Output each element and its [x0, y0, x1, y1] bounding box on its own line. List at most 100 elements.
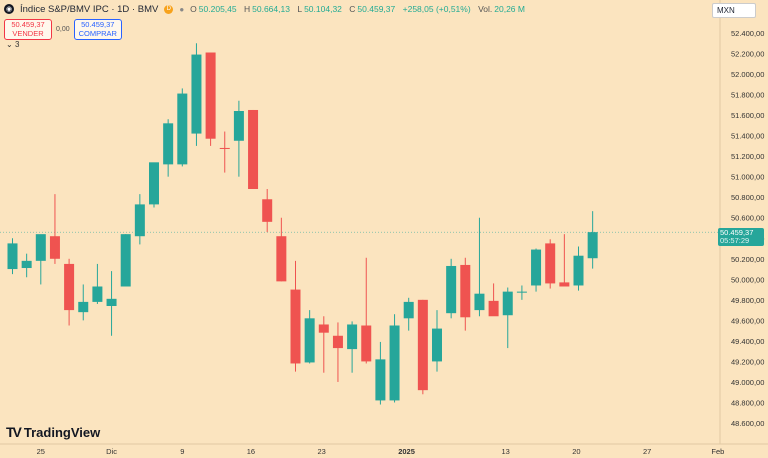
candle-body	[163, 123, 174, 165]
candle-body	[21, 260, 32, 269]
candle[interactable]	[233, 100, 244, 177]
candle-body	[262, 199, 273, 222]
candle-body	[149, 162, 159, 205]
y-tick-label: 52.200,00	[731, 50, 764, 59]
ohlc-readout: O 50.205,45 H 50.664,13 L 50.104,32 C 50.459…	[190, 4, 530, 14]
x-tick-label: 13	[501, 447, 509, 456]
candle[interactable]	[78, 284, 89, 321]
candle-body	[318, 324, 329, 333]
candle[interactable]	[92, 263, 103, 304]
candle[interactable]	[106, 271, 117, 336]
sell-button[interactable]: 50.459,37 VENDER	[4, 19, 52, 40]
last-price-tag: 50.459,37 05:57:29	[718, 228, 764, 246]
change-value: +258,05 (+0,51%)	[402, 4, 471, 14]
candle[interactable]	[347, 321, 358, 373]
delay-badge: D	[164, 4, 174, 14]
candle[interactable]	[474, 217, 485, 317]
x-tick-label: 23	[318, 447, 326, 456]
candle-body	[573, 255, 584, 286]
candle[interactable]	[403, 297, 414, 331]
candle-body	[559, 282, 570, 287]
spread-value: 0,00	[56, 26, 70, 33]
chevron-down-icon: ⌄	[6, 40, 13, 49]
brand-name: TradingView	[23, 424, 101, 440]
buy-button[interactable]: 50.459,37 COMPRAR	[73, 19, 122, 40]
tradingview-logo[interactable]: TV TradingView	[6, 424, 100, 440]
candle-body	[304, 318, 315, 363]
candle[interactable]	[177, 88, 188, 167]
candle-body	[35, 234, 46, 261]
candle[interactable]	[332, 322, 343, 382]
candle[interactable]	[318, 316, 329, 373]
candle[interactable]	[304, 310, 315, 364]
y-tick-label: 51.400,00	[731, 132, 764, 141]
candle[interactable]	[531, 248, 542, 292]
candle-body	[531, 249, 542, 286]
candle[interactable]	[587, 211, 598, 269]
candles-layer	[7, 43, 598, 405]
candle-body	[177, 93, 188, 165]
candle[interactable]	[559, 234, 570, 287]
candle-body	[347, 324, 358, 350]
candle[interactable]	[460, 257, 471, 331]
symbol-title[interactable]: Índice S&P/BMV IPC · 1D · BMV	[20, 3, 159, 15]
y-tick-label: 50.000,00	[731, 275, 764, 284]
candle[interactable]	[446, 258, 457, 319]
candle-body	[233, 111, 244, 141]
x-tick-label: 20	[572, 447, 580, 456]
y-tick-label: 48.800,00	[731, 398, 764, 407]
y-tick-label: 51.000,00	[731, 173, 764, 182]
y-tick-label: 52.400,00	[731, 29, 764, 38]
candle[interactable]	[248, 109, 259, 189]
candle-body	[92, 286, 103, 302]
candle[interactable]	[375, 341, 386, 405]
candle-body	[332, 335, 343, 349]
candle[interactable]	[573, 246, 584, 291]
candle[interactable]	[502, 287, 513, 349]
candle[interactable]	[7, 238, 18, 275]
candle-body	[375, 359, 386, 401]
candle[interactable]	[290, 260, 301, 372]
candle-body	[460, 264, 471, 318]
candle[interactable]	[262, 189, 273, 233]
candle[interactable]	[49, 194, 60, 264]
currency-select[interactable]: MXN	[712, 3, 756, 18]
candle[interactable]	[120, 234, 131, 287]
candle[interactable]	[516, 285, 527, 300]
candle[interactable]	[545, 239, 556, 289]
candle[interactable]	[389, 314, 400, 403]
candle[interactable]	[205, 52, 216, 146]
indicators-toggle[interactable]: ⌄ 3	[6, 40, 19, 49]
vol-value: 20,26 M	[494, 4, 525, 14]
candle-body	[49, 236, 60, 259]
candle[interactable]	[64, 258, 75, 326]
x-tick-label: 9	[180, 447, 184, 456]
candle[interactable]	[276, 217, 287, 282]
candle-body	[7, 243, 18, 270]
sell-price: 50.459,37	[11, 20, 45, 29]
candle[interactable]	[432, 310, 442, 372]
visibility-icon[interactable]: ●	[179, 4, 185, 14]
candle-body	[432, 328, 442, 362]
candle-body	[276, 236, 287, 282]
tradingview-mark-icon: TV	[6, 424, 22, 440]
candle[interactable]	[21, 253, 32, 278]
sell-label: VENDER	[12, 28, 44, 38]
candle[interactable]	[219, 131, 230, 173]
candle[interactable]	[191, 43, 202, 146]
last-price-value: 50.459,37	[720, 228, 754, 237]
time-axis: 25 Dic 9 16 23 2025 13 20 27 Feb	[37, 447, 725, 456]
y-tick-label: 48.600,00	[731, 419, 764, 428]
candle[interactable]	[149, 162, 159, 208]
x-tick-label: Dic	[106, 447, 117, 456]
candle[interactable]	[163, 119, 174, 177]
y-tick-label: 50.800,00	[731, 193, 764, 202]
candle-body	[205, 52, 216, 139]
candle[interactable]	[417, 299, 428, 395]
candle[interactable]	[361, 257, 372, 364]
candle[interactable]	[488, 283, 499, 317]
candle[interactable]	[35, 234, 46, 285]
candle-body	[545, 243, 556, 284]
candle[interactable]	[134, 194, 145, 245]
